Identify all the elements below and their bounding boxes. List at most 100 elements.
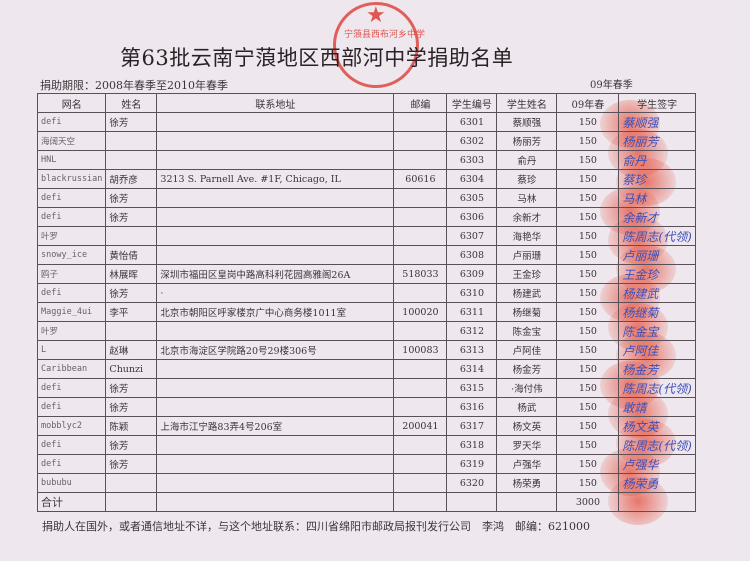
- student-name: 杨文英: [496, 416, 558, 436]
- zip-code: [393, 473, 448, 493]
- student-id: 6301: [446, 112, 498, 132]
- address: [156, 321, 395, 341]
- table-row: 鸥子 林展晖 深圳市福田区皇岗中路高科利花园高雅阁26A 518033 6309 王金珍 1…: [36, 264, 696, 284]
- donor-name: [105, 150, 158, 170]
- address: 北京市海淀区学院路20号29楼306号: [156, 340, 395, 360]
- amount: 150: [556, 188, 620, 208]
- table-row: 海阔天空 6302 杨丽芳 150 杨丽芳: [36, 131, 696, 151]
- col-amount: 09年春: [556, 93, 620, 113]
- address: [156, 435, 395, 455]
- address: [156, 188, 395, 208]
- zip-code: [393, 112, 448, 132]
- donor-name: 林展晖: [105, 264, 158, 284]
- amount: 150: [556, 397, 620, 417]
- table-row: Maggie_4ui 李平 北京市朝阳区呼家楼京广中心商务楼1011室 100020 6…: [36, 302, 696, 322]
- student-id: 6304: [446, 169, 498, 189]
- donor-name: 黄怡倩: [105, 245, 158, 265]
- student-name: 卢强华: [496, 454, 558, 474]
- official-seal: ★ 宁蒗县西布河乡中学: [333, 2, 425, 88]
- donor-name: 陈颖: [105, 416, 158, 436]
- net-name: L: [36, 340, 107, 360]
- amount: 150: [556, 283, 620, 303]
- signature: 杨金芳: [618, 359, 696, 379]
- signature: 卢丽珊: [618, 245, 696, 265]
- table-row: defi 徐芳 6301 蔡顺强 150 蔡顺强: [36, 112, 696, 132]
- zip-code: 100020: [393, 302, 448, 322]
- donor-name: 胡乔彦: [105, 169, 158, 189]
- donor-name: 徐芳: [105, 188, 158, 208]
- student-id: 6308: [446, 245, 498, 265]
- zip-code: 100083: [393, 340, 448, 360]
- amount: 150: [556, 473, 620, 493]
- student-name: 罗天华: [496, 435, 558, 455]
- address: [156, 473, 395, 493]
- student-name: 海艳华: [496, 226, 558, 246]
- donor-name: 徐芳: [105, 397, 158, 417]
- col-student-id: 学生编号: [446, 93, 498, 113]
- amount: 150: [556, 435, 620, 455]
- table-row: bububu 6320 杨荣勇 150 杨荣勇: [36, 473, 696, 493]
- amount: 150: [556, 454, 620, 474]
- col-signature: 学生签字: [618, 93, 696, 113]
- student-name: 卢丽珊: [496, 245, 558, 265]
- net-name: defi: [36, 112, 107, 132]
- student-name: 杨金芳: [496, 359, 558, 379]
- total-amount: 3000: [556, 492, 620, 512]
- student-name: ·海付伟: [496, 378, 558, 398]
- student-id: 6305: [446, 188, 498, 208]
- student-name: 杨丽芳: [496, 131, 558, 151]
- table-row: defi 徐芳 6306 余新才 150 余新才: [36, 207, 696, 227]
- zip-code: [393, 454, 448, 474]
- donor-name: 李平: [105, 302, 158, 322]
- address: [156, 131, 395, 151]
- amount: 150: [556, 378, 620, 398]
- table-row: defi 徐芳 6305 马林 150 马林: [36, 188, 696, 208]
- zip-code: 60616: [393, 169, 448, 189]
- student-name: 蔡珍: [496, 169, 558, 189]
- zip-code: [393, 150, 448, 170]
- zip-code: [393, 283, 448, 303]
- donor-name: [105, 473, 158, 493]
- student-name: 陈金宝: [496, 321, 558, 341]
- net-name: HNL: [36, 150, 107, 170]
- table-row: defi 徐芳 6319 卢强华 150 卢强华: [36, 454, 696, 474]
- seal-text: 宁蒗县西布河乡中学: [344, 30, 426, 40]
- student-id: 6303: [446, 150, 498, 170]
- donor-name: 徐芳: [105, 283, 158, 303]
- signature: 杨继菊: [618, 302, 696, 322]
- amount: 150: [556, 169, 620, 189]
- student-id: 6307: [446, 226, 498, 246]
- net-name: defi: [36, 378, 107, 398]
- student-id: 6313: [446, 340, 498, 360]
- net-name: 鸥子: [36, 264, 107, 284]
- signature: 杨文英: [618, 416, 696, 436]
- col-zip: 邮编: [393, 93, 448, 113]
- student-id: 6311: [446, 302, 498, 322]
- student-id: 6318: [446, 435, 498, 455]
- net-name: blackrussian: [36, 169, 107, 189]
- student-id: 6316: [446, 397, 498, 417]
- col-address: 联系地址: [156, 93, 395, 113]
- amount: 150: [556, 359, 620, 379]
- table-row: L 赵琳 北京市海淀区学院路20号29楼306号 100083 6313 卢阿佳 150 卢阿…: [36, 340, 696, 360]
- address: ·: [156, 283, 395, 303]
- student-id: 6315: [446, 378, 498, 398]
- total-row: 合计 3000: [36, 492, 696, 512]
- signature: 马林: [618, 188, 696, 208]
- address: [156, 226, 395, 246]
- amount: 150: [556, 131, 620, 151]
- net-name: defi: [36, 454, 107, 474]
- signature: 王金珍: [618, 264, 696, 284]
- signature: 陈周志(代领): [618, 226, 696, 246]
- student-name: 杨建武: [496, 283, 558, 303]
- donation-period: 捐助期限：2008年春季至2010年春季: [40, 79, 228, 92]
- donor-name: 徐芳: [105, 454, 158, 474]
- col-net-name: 网名: [36, 93, 107, 113]
- signature: 蔡顺强: [618, 112, 696, 132]
- signature: 杨建武: [618, 283, 696, 303]
- zip-code: [393, 397, 448, 417]
- zip-code: [393, 321, 448, 341]
- net-name: snowy_ice: [36, 245, 107, 265]
- zip-code: 200041: [393, 416, 448, 436]
- net-name: 叶罗: [36, 321, 107, 341]
